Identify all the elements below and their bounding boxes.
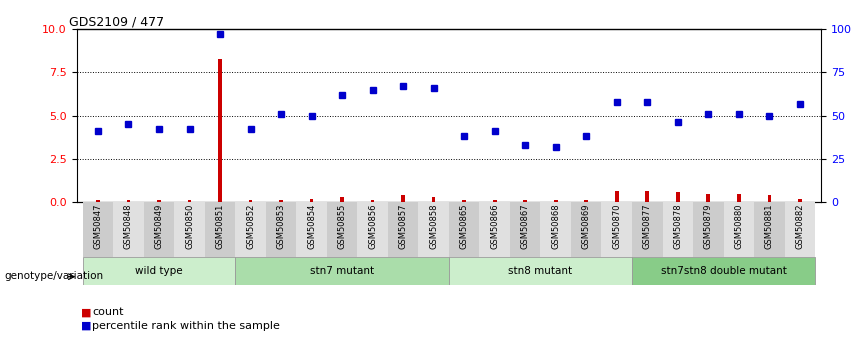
Bar bbox=[144, 202, 174, 257]
Bar bbox=[706, 194, 710, 202]
Text: GSM50855: GSM50855 bbox=[338, 204, 346, 249]
Text: GSM50868: GSM50868 bbox=[551, 204, 560, 249]
Text: GSM50856: GSM50856 bbox=[368, 204, 377, 249]
Text: count: count bbox=[92, 307, 123, 317]
Bar bbox=[218, 59, 222, 202]
Bar bbox=[402, 195, 405, 202]
Bar bbox=[83, 202, 113, 257]
Bar bbox=[327, 202, 357, 257]
Text: genotype/variation: genotype/variation bbox=[4, 271, 103, 281]
Bar bbox=[676, 193, 680, 202]
Bar bbox=[737, 194, 740, 202]
Bar bbox=[645, 191, 649, 202]
Bar bbox=[493, 200, 496, 202]
Bar bbox=[768, 195, 771, 202]
Text: stn8 mutant: stn8 mutant bbox=[508, 266, 573, 276]
Bar bbox=[371, 200, 374, 202]
Text: GSM50857: GSM50857 bbox=[398, 204, 408, 249]
Bar bbox=[83, 257, 235, 285]
Bar bbox=[754, 202, 785, 257]
Text: GSM50880: GSM50880 bbox=[734, 204, 743, 249]
Bar bbox=[296, 202, 327, 257]
Bar bbox=[448, 202, 479, 257]
Text: stn7stn8 double mutant: stn7stn8 double mutant bbox=[660, 266, 786, 276]
Text: GSM50878: GSM50878 bbox=[673, 204, 683, 249]
Text: GSM50865: GSM50865 bbox=[460, 204, 469, 249]
Text: GDS2109 / 477: GDS2109 / 477 bbox=[69, 15, 164, 28]
Bar bbox=[479, 202, 510, 257]
Bar bbox=[632, 257, 815, 285]
Bar bbox=[174, 202, 205, 257]
Bar bbox=[540, 202, 571, 257]
Bar bbox=[157, 200, 161, 202]
Bar bbox=[266, 202, 296, 257]
Text: stn7 mutant: stn7 mutant bbox=[310, 266, 374, 276]
Bar bbox=[632, 202, 663, 257]
Text: GSM50858: GSM50858 bbox=[429, 204, 438, 249]
Text: ■: ■ bbox=[81, 321, 91, 331]
Text: GSM50853: GSM50853 bbox=[277, 204, 286, 249]
Text: GSM50849: GSM50849 bbox=[155, 204, 163, 249]
Text: ■: ■ bbox=[81, 307, 91, 317]
Text: GSM50852: GSM50852 bbox=[246, 204, 255, 249]
Bar bbox=[785, 202, 815, 257]
Bar bbox=[585, 200, 588, 202]
Text: GSM50867: GSM50867 bbox=[521, 204, 529, 249]
Bar bbox=[693, 202, 723, 257]
Bar bbox=[127, 200, 130, 202]
Bar bbox=[571, 202, 602, 257]
Bar bbox=[431, 197, 436, 202]
Text: GSM50870: GSM50870 bbox=[612, 204, 621, 249]
Text: GSM50879: GSM50879 bbox=[704, 204, 713, 249]
Text: wild type: wild type bbox=[135, 266, 183, 276]
Text: GSM50877: GSM50877 bbox=[643, 204, 652, 249]
Bar bbox=[510, 202, 540, 257]
Bar bbox=[523, 200, 527, 202]
Text: GSM50847: GSM50847 bbox=[94, 204, 102, 249]
Text: percentile rank within the sample: percentile rank within the sample bbox=[92, 321, 280, 331]
Text: GSM50851: GSM50851 bbox=[215, 204, 225, 249]
Text: GSM50866: GSM50866 bbox=[490, 204, 500, 249]
Bar bbox=[798, 199, 802, 202]
Bar bbox=[723, 202, 754, 257]
Bar bbox=[615, 190, 619, 202]
Bar bbox=[419, 202, 449, 257]
Bar bbox=[279, 200, 283, 202]
Bar bbox=[602, 202, 632, 257]
Text: GSM50881: GSM50881 bbox=[765, 204, 774, 249]
Bar bbox=[388, 202, 419, 257]
Bar bbox=[235, 202, 266, 257]
Bar bbox=[188, 200, 191, 202]
Text: GSM50882: GSM50882 bbox=[796, 204, 804, 249]
Bar bbox=[357, 202, 388, 257]
Bar bbox=[462, 200, 466, 202]
Text: GSM50850: GSM50850 bbox=[185, 204, 194, 249]
Bar bbox=[248, 200, 253, 202]
Bar bbox=[96, 200, 100, 202]
Bar bbox=[235, 257, 449, 285]
Bar bbox=[340, 197, 344, 202]
Bar bbox=[113, 202, 144, 257]
Text: GSM50848: GSM50848 bbox=[124, 204, 133, 249]
Bar bbox=[554, 200, 557, 202]
Text: GSM50869: GSM50869 bbox=[582, 204, 591, 249]
Bar bbox=[310, 199, 313, 202]
Bar bbox=[205, 202, 235, 257]
Bar bbox=[663, 202, 693, 257]
Text: GSM50854: GSM50854 bbox=[307, 204, 316, 249]
Bar bbox=[448, 257, 632, 285]
